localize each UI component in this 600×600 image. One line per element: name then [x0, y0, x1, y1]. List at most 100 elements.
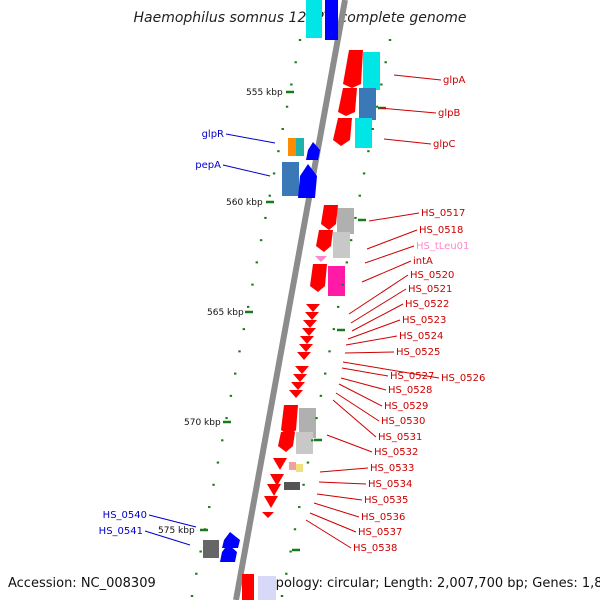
gene-label-hs_0530[interactable]: HS_0530: [381, 416, 425, 427]
leader-line: [318, 481, 367, 485]
leader-line: [348, 274, 409, 315]
map-title: Haemophilus somnus 129PT, complete genom…: [133, 10, 466, 26]
leader-line: [225, 133, 276, 144]
leader-line: [344, 351, 395, 354]
scale-label: 560 kbp: [226, 198, 263, 208]
gene-label-hs_0522[interactable]: HS_0522: [405, 299, 449, 310]
gene-label-hs_0534[interactable]: HS_0534: [368, 479, 412, 490]
gene-arrow-HS_0527: [295, 366, 309, 374]
gene-label-hs_0535[interactable]: HS_0535: [364, 495, 408, 506]
pepA-arrow: [298, 164, 317, 198]
gene-label-hs_0521[interactable]: HS_0521: [408, 284, 452, 295]
glpR-arrow: [306, 142, 320, 160]
HS_0534-arrow: [270, 474, 284, 486]
leader-line: [379, 107, 437, 114]
glp-operon: [333, 50, 380, 148]
gene-label-hs_0520[interactable]: HS_0520: [410, 270, 454, 281]
leader-line: [393, 74, 442, 81]
gene-label-hs_0532[interactable]: HS_0532: [374, 447, 418, 458]
gene-label-hs_0529[interactable]: HS_0529: [384, 401, 428, 412]
leader-line: [342, 361, 440, 379]
HS_0517-arrow: [321, 205, 338, 230]
gene-label-hs_0538[interactable]: HS_0538: [353, 543, 397, 554]
leader-line: [361, 260, 412, 283]
gene-arrow-HS_0522: [303, 320, 317, 328]
gene-label-glpr[interactable]: glpR: [202, 129, 224, 140]
leader-line: [383, 138, 432, 145]
left-gene-labels: glpR pepA HS_0540 HS_0541: [99, 129, 276, 546]
gene-label-hs_0531[interactable]: HS_0531: [378, 432, 422, 443]
gene-label-hs_0525[interactable]: HS_0525: [396, 347, 440, 358]
genome-backbone: [233, 0, 348, 600]
scale-label: 565 kbp: [207, 308, 244, 318]
band-gray-0518: [333, 232, 350, 258]
band-cyan-glpA: [363, 52, 380, 90]
band-0533b: [296, 464, 303, 472]
leader-line: [350, 288, 407, 324]
gene-label-hs_0518[interactable]: HS_0518: [419, 225, 463, 236]
gene-arrow-HS_0523: [302, 328, 316, 336]
gene-label-hs_0517[interactable]: HS_0517: [421, 208, 465, 219]
gene-label-hs_tleu01[interactable]: HS_tLeu01: [416, 241, 469, 252]
scale-label: 570 kbp: [184, 418, 221, 428]
HS_0541-arrow: [220, 544, 237, 562]
glpR-band-orange: [288, 138, 296, 156]
glpA-arrow: [343, 50, 363, 88]
dotted-guides: [190, 39, 392, 597]
leader-line: [345, 335, 398, 346]
leader-line: [148, 514, 197, 528]
gene-label-hs_0527[interactable]: HS_0527: [390, 371, 434, 382]
scale-label: 575 kbp: [158, 526, 195, 536]
leader-line: [222, 164, 271, 177]
gene-label-hs_0536[interactable]: HS_0536: [361, 512, 405, 523]
leader-line: [364, 245, 415, 264]
gene-label-hs_0533[interactable]: HS_0533: [370, 463, 414, 474]
leader-line: [366, 229, 418, 250]
gene-label-glpa[interactable]: glpA: [443, 75, 465, 86]
HS_0533-arrow: [273, 458, 287, 470]
gene-arrow-HS_0525: [299, 344, 313, 352]
HS_0537-arrow: [262, 512, 274, 518]
HS_0540-band: [203, 540, 219, 558]
leader-line: [144, 530, 191, 546]
HS_0518-arrow: [316, 230, 333, 252]
band-0535: [284, 482, 300, 490]
gene-label-hs_0526[interactable]: HS_0526: [441, 373, 485, 384]
gene-label-pepa[interactable]: pepA: [195, 160, 221, 171]
gene-label-inta[interactable]: intA: [413, 256, 433, 267]
gene-arrow-HS_0524: [300, 336, 314, 344]
HS_tLeu01-mark: [315, 256, 327, 262]
gene-label-hs_0540[interactable]: HS_0540: [103, 510, 147, 521]
HS_0540-arrow: [222, 532, 240, 548]
gene-label-hs_0523[interactable]: HS_0523: [402, 315, 446, 326]
gene-label-glpc[interactable]: glpC: [433, 139, 455, 150]
leader-line: [332, 399, 377, 438]
hs0533-0538-block: [262, 458, 303, 518]
scale-ticks: [200, 90, 386, 552]
band-gray-0517: [337, 208, 354, 234]
HS_0536-arrow: [264, 496, 278, 508]
gene-label-hs_0541[interactable]: HS_0541: [99, 526, 143, 537]
gene-arrow-HS_0529: [291, 382, 305, 390]
HS_0531-arrow: [281, 405, 298, 436]
gene-label-hs_0528[interactable]: HS_0528: [388, 385, 432, 396]
gene-label-glpb[interactable]: glpB: [438, 108, 460, 119]
glpC-arrow: [333, 118, 352, 146]
leader-line: [309, 512, 357, 533]
small-gene-cluster: [289, 304, 320, 398]
gene-arrow-HS_0526: [297, 352, 311, 360]
leader-line: [368, 212, 420, 222]
gene-label-hs_0537[interactable]: HS_0537: [358, 527, 402, 538]
partial-forward-gene: [242, 574, 254, 600]
band-cyan-glpC: [355, 118, 372, 148]
topology-text: Topology: circular; Length: 2,007,700 bp…: [261, 576, 600, 591]
leader-line: [351, 303, 404, 332]
gene-label-hs_0524[interactable]: HS_0524: [399, 331, 443, 342]
bottom-partial-features: [242, 574, 276, 600]
glpR-band-teal: [296, 138, 304, 156]
leader-line: [305, 519, 352, 549]
right-gene-labels: glpA glpB glpC HS_0517 HS_0518 HS_tLeu01 intA H…: [305, 74, 485, 554]
intA-block: [310, 264, 345, 296]
band-steel-glpB: [359, 88, 376, 120]
hs0517-0518-block: [315, 205, 354, 262]
